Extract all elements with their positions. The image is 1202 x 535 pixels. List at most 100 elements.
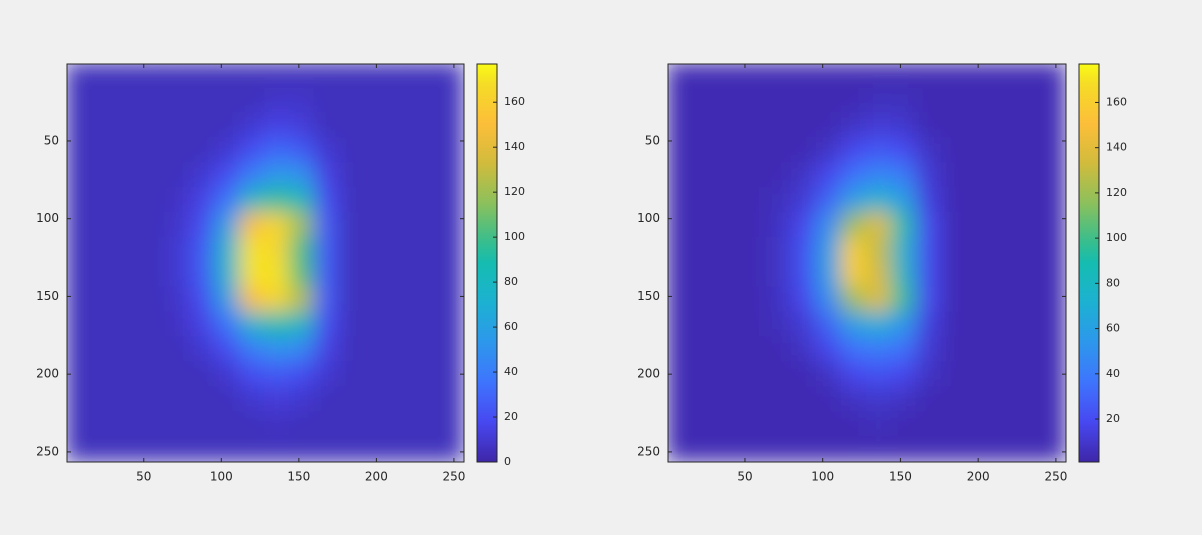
heatmap-cell: [668, 112, 693, 139]
heatmap-cell: [840, 112, 867, 139]
heatmap-cell: [716, 286, 743, 313]
heatmap-cell: [214, 311, 241, 338]
heatmap-cell: [313, 64, 340, 89]
heatmap-cell: [239, 261, 266, 288]
heatmap-cell: [1039, 386, 1066, 412]
heatmap-cell: [741, 87, 768, 114]
heatmap-cell: [164, 261, 191, 288]
heatmap-cell: [1014, 286, 1041, 313]
heatmap-cell: [67, 311, 92, 338]
heatmap-cell: [815, 336, 842, 363]
heatmap-cell: [691, 87, 718, 114]
heatmap-cell: [363, 286, 390, 313]
heatmap-cell: [239, 286, 266, 313]
heatmap-cell: [940, 162, 967, 189]
heatmap-cell: [915, 162, 942, 189]
heatmap-cell: [691, 361, 718, 388]
heatmap-cell: [940, 336, 967, 363]
heatmap-cells: [668, 64, 1066, 462]
heatmap-cell: [668, 187, 693, 213]
heatmap-cell: [214, 361, 241, 388]
heatmap-cell: [388, 361, 415, 388]
heatmap-cell: [815, 361, 842, 388]
heatmap-cell: [716, 87, 743, 114]
heatmap-cell: [115, 286, 142, 313]
heatmap-cell: [413, 410, 439, 437]
heatmap-cell: [1014, 137, 1041, 164]
heatmap-cell: [791, 187, 817, 213]
heatmap-cell: [289, 137, 315, 164]
x-tick-label: 100: [811, 470, 834, 484]
heatmap-cell: [164, 137, 191, 164]
heatmap-cell: [363, 211, 390, 238]
heatmap-cell: [164, 286, 191, 313]
heatmap-cell: [990, 87, 1016, 114]
heatmap-cell: [140, 311, 166, 338]
heatmap-cell: [815, 261, 842, 288]
heatmap-cell: [388, 187, 415, 213]
heatmap-cell: [338, 361, 365, 388]
heatmap-cell: [214, 410, 241, 437]
heatmap-cell: [791, 211, 817, 238]
heatmap-cell: [940, 386, 967, 412]
heatmap-cell: [437, 162, 464, 189]
heatmap-cell: [766, 336, 793, 363]
heatmap-cell: [915, 361, 942, 388]
heatmap-cell: [313, 211, 340, 238]
heatmap-cell: [716, 410, 743, 437]
heatmap-cell: [115, 64, 142, 89]
heatmap-cell: [214, 187, 241, 213]
heatmap-cell: [990, 311, 1016, 338]
heatmap-cell: [691, 137, 718, 164]
heatmap-cell: [264, 137, 291, 164]
colorbar-tick-label: 120: [504, 185, 525, 198]
heatmap-cell: [164, 211, 191, 238]
heatmap-cell: [214, 112, 241, 139]
heatmap-cell: [890, 435, 917, 462]
heatmap-cell: [289, 211, 315, 238]
heatmap-cell: [363, 410, 390, 437]
heatmap-cell: [338, 87, 365, 114]
heatmap-cell: [990, 386, 1016, 412]
heatmap-cell: [264, 64, 291, 89]
heatmap-cell: [338, 311, 365, 338]
heatmap-cell: [791, 87, 817, 114]
heatmap-cell: [239, 236, 266, 263]
heatmap-cell: [140, 162, 166, 189]
colorbar-tick-label: 60: [1106, 322, 1120, 335]
heatmap-cell: [164, 162, 191, 189]
heatmap-cell: [965, 386, 992, 412]
heatmap-cell: [289, 361, 315, 388]
heatmap-cell: [413, 435, 439, 462]
heatmap-cell: [940, 187, 967, 213]
heatmap-cell: [115, 87, 142, 114]
heatmap-cell: [338, 286, 365, 313]
heatmap-cell: [890, 211, 917, 238]
heatmap-cell: [791, 361, 817, 388]
heatmap-cell: [338, 64, 365, 89]
x-tick-label: 200: [365, 470, 388, 484]
heatmap-cell: [865, 286, 892, 313]
colorbar-tick-label: 40: [504, 365, 518, 378]
heatmap-cell: [766, 311, 793, 338]
heatmap-cell: [741, 261, 768, 288]
heatmap-cell: [289, 410, 315, 437]
heatmap-cell: [840, 435, 867, 462]
heatmap-cell: [338, 261, 365, 288]
heatmap-cell: [766, 112, 793, 139]
heatmap-cell: [90, 87, 117, 114]
heatmap-cell: [1014, 311, 1041, 338]
heatmap-cell: [1039, 361, 1066, 388]
heatmap-cell: [264, 286, 291, 313]
heatmap-cell: [140, 112, 166, 139]
heatmap-cell: [840, 286, 867, 313]
heatmap-cell: [1039, 286, 1066, 313]
heatmap-cell: [67, 261, 92, 288]
heatmap-cell: [990, 261, 1016, 288]
heatmap-cell: [363, 336, 390, 363]
heatmap-cell: [791, 311, 817, 338]
heatmap-cell: [691, 311, 718, 338]
heatmap-cell: [1039, 336, 1066, 363]
colorbar-tick-label: 120: [1106, 186, 1127, 199]
